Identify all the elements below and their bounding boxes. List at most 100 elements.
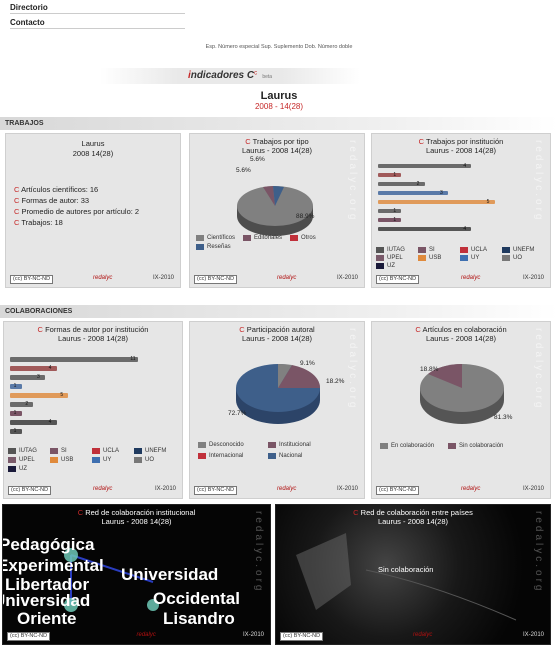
bar-value-label: 1 [13, 410, 17, 416]
institucion-bar-chart: 4 1 2 3 5 1 1 4 [376, 163, 526, 244]
network-node[interactable] [147, 599, 159, 611]
card-subtitle: Laurus - 2008 14(28) [57, 334, 129, 343]
legend-label: UO [145, 457, 154, 463]
c-icon: C [415, 325, 421, 334]
pie-label: 88.9% [296, 213, 315, 220]
c-bullet-icon: C [14, 185, 20, 194]
c-icon: C [418, 137, 425, 146]
bar-value-label: 5 [60, 392, 64, 398]
c-icon: C [353, 508, 359, 517]
watermark: redalyc.org [347, 328, 358, 411]
colaboracion-pie-chart [420, 364, 504, 424]
bar [10, 357, 139, 362]
bar-value-label: 2 [25, 401, 29, 407]
card-title: C Trabajos por tipo [190, 137, 364, 146]
legend-item: UNEFM [502, 247, 544, 253]
legend-swatch [92, 448, 100, 454]
legend-swatch [502, 247, 510, 253]
pie-slice-sin-colaboracion [428, 364, 462, 388]
summary-item: Artículos científicos: 16 [21, 185, 99, 194]
legend-label: UNEFM [513, 247, 535, 253]
bar [378, 218, 402, 222]
legend-item: UCLA [460, 247, 502, 253]
legend-swatch [50, 448, 58, 454]
legend-swatch [460, 247, 468, 253]
legend-item: UO [502, 255, 544, 261]
legend-item: Desconocido [198, 442, 268, 448]
summary-item: Formas de autor: 33 [21, 196, 90, 205]
legend-item: SI [50, 448, 92, 454]
card-subtitle: Laurus - 2008 14(28) [241, 146, 313, 155]
network-label: Universidad [121, 565, 219, 584]
no-collaboration-note: Sin colaboración [378, 565, 434, 574]
chart-legend: Científicos Editoriales Otros Reseñas [196, 235, 356, 250]
redalyc-logo: redalyc [461, 486, 481, 492]
bar [378, 191, 448, 195]
cc-license-badge[interactable]: (cc) BY-NC-ND [7, 632, 51, 641]
legend-item: UY [460, 255, 502, 261]
c-icon: C [37, 325, 43, 334]
legend-swatch [8, 457, 16, 463]
chart-legend: En colaboración Sin colaboración [380, 443, 550, 449]
legend-label: UCLA [471, 247, 488, 253]
chart-title: Formas de autor por institución [45, 325, 149, 334]
card-title: C Red de colaboración entre países [276, 508, 550, 517]
watermark: redalyc.org [533, 140, 544, 223]
cc-license-badge[interactable]: (cc) BY-NC-ND [376, 275, 420, 284]
bar-value-label: 11 [130, 356, 136, 362]
legend-item: UY [92, 457, 134, 463]
bar-value-label: 1 [393, 172, 397, 178]
bar-value-label: 4 [48, 365, 52, 371]
pie-label: 9.1% [300, 360, 315, 367]
chart-legend: IUTAG SI UCLA UNEFM UPEL USB UY UO UZ [8, 448, 180, 472]
redalyc-logo: redalyc [136, 632, 156, 638]
network-node[interactable] [64, 598, 78, 612]
bar-value-label: 5 [486, 199, 490, 205]
bar-value-label: 1 [13, 428, 17, 434]
cc-license-badge[interactable]: (cc) BY-NC-ND [376, 486, 420, 495]
bar [378, 200, 495, 204]
legend-label: UPEL [19, 457, 35, 463]
legend-item: Sin colaboración [448, 443, 503, 449]
c-bullet-icon: C [14, 196, 20, 205]
bar [10, 366, 57, 371]
legend-item: Editoriales [243, 235, 282, 241]
bar [378, 164, 472, 168]
network-label: Occidental [153, 589, 240, 608]
bar-value-label: 4 [463, 226, 467, 232]
cc-license-badge[interactable]: (cc) BY-NC-ND [8, 486, 52, 495]
legend-label: UY [103, 457, 112, 463]
bar [10, 402, 34, 407]
legend-item: Institucional [268, 442, 338, 448]
cc-license-badge[interactable]: (cc) BY-NC-ND [194, 275, 238, 284]
legend-item: Otros [290, 235, 316, 241]
cc-license-badge[interactable]: (cc) BY-NC-ND [194, 486, 238, 495]
redalyc-logo: redalyc [461, 275, 481, 281]
bar-value-label: 4 [463, 163, 467, 169]
network-label: Lisandro [163, 609, 235, 628]
redalyc-logo: redalyc [93, 275, 113, 281]
watermark: redalyc.org [533, 511, 544, 594]
legend-item: Nacional [268, 453, 338, 459]
legend-swatch [50, 457, 58, 463]
nav-contacto[interactable]: Contacto [10, 18, 45, 27]
formas-autor-card: C Formas de autor por institución Laurus… [3, 321, 183, 499]
tipo-pie-chart [237, 186, 313, 236]
card-footer: (cc) BY-NC-ND redalyc IX-2010 [8, 486, 178, 495]
card-title: C Trabajos por institución [372, 137, 550, 146]
list-item: C Promedio de autores por artículo: 2 [14, 206, 139, 217]
card-footer: (cc) BY-NC-ND redalyc IX-2010 [10, 275, 176, 284]
date-stamp: IX-2010 [522, 486, 544, 492]
chart-title: Trabajos por institución [426, 137, 504, 146]
network-node[interactable] [64, 548, 78, 562]
bar-value-label: 3 [440, 190, 443, 196]
legend-item: UO [134, 457, 176, 463]
card-footer: (cc) BY-NC-ND redalyc IX-2010 [194, 275, 360, 284]
nav-directorio[interactable]: Directorio [10, 3, 48, 12]
cc-license-badge[interactable]: (cc) BY-NC-ND [280, 632, 324, 641]
card-title: C Formas de autor por institución [4, 325, 182, 334]
list-item: C Artículos científicos: 16 [14, 184, 139, 195]
bar-value-label: 2 [416, 181, 420, 187]
cc-license-badge[interactable]: (cc) BY-NC-ND [10, 275, 54, 284]
card-footer: (cc) BY-NC-ND redalyc IX-2010 [194, 486, 360, 495]
